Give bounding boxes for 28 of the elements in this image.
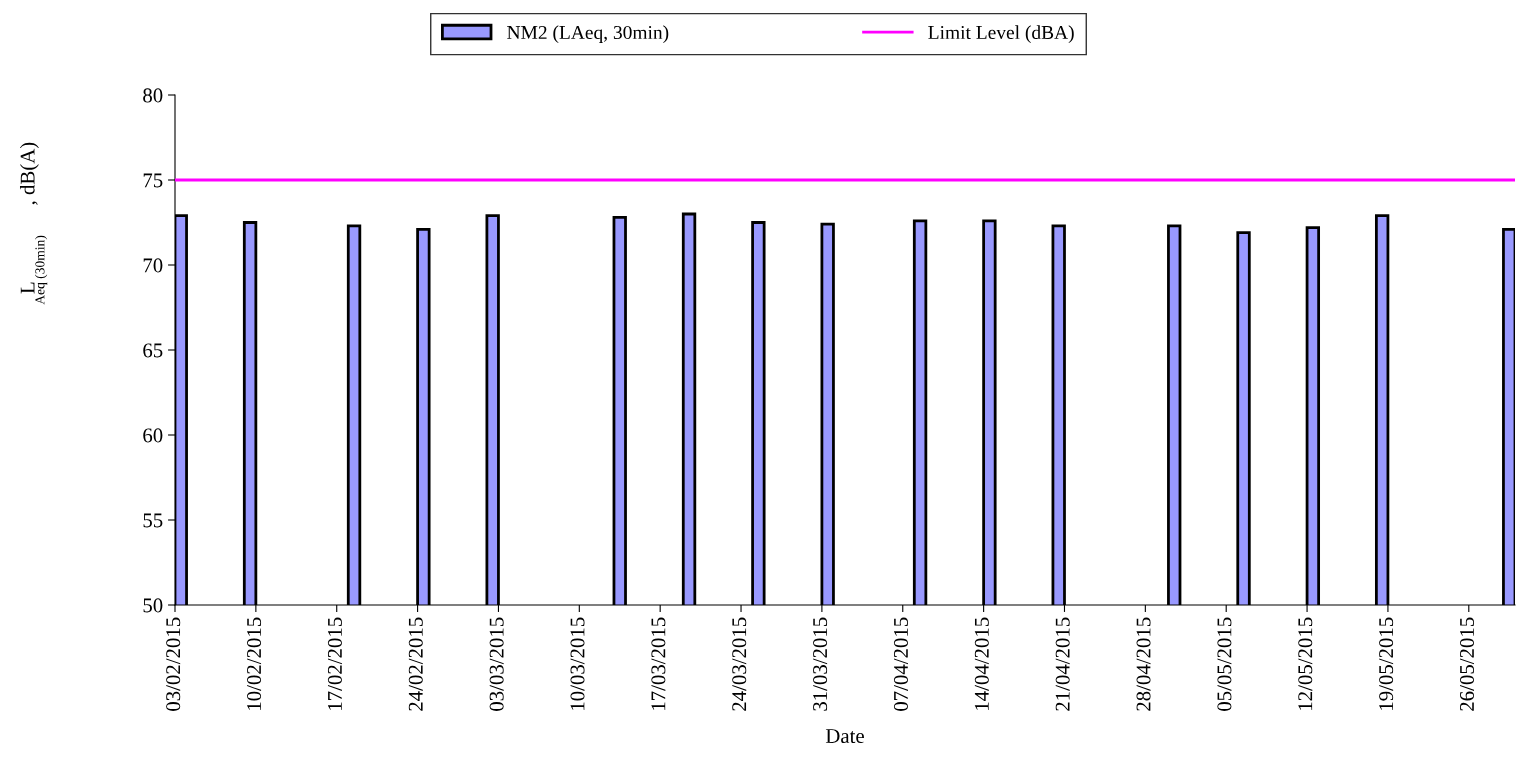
- x-tick-label: 14/04/2015: [974, 617, 989, 710]
- x-tick-label: 10/02/2015: [247, 617, 262, 710]
- x-tick-label: 26/05/2015: [1459, 617, 1475, 711]
- y-tick-label: 60: [143, 428, 163, 443]
- x-tick-label: 24/02/2015: [408, 617, 423, 711]
- y-tick-label: 75: [143, 173, 163, 188]
- text: LAeq (30min), dB(A): [20, 142, 48, 305]
- x-tick-label: 12/05/2015: [1298, 617, 1313, 710]
- x-tick-label: 21/04/2015: [1055, 617, 1070, 711]
- y-tick-label: 55: [143, 513, 163, 528]
- x-tick-label: 19/05/2015: [1379, 617, 1394, 710]
- x-tick-label: 07/04/2015: [893, 617, 908, 711]
- y-tick-label: 50: [143, 598, 163, 613]
- x-axis-title: Date: [825, 729, 864, 744]
- y-tick-label: 80: [143, 88, 163, 103]
- x-tick-label: 03/03/2015: [489, 617, 504, 711]
- x-tick-label: 31/03/2015: [813, 617, 828, 711]
- x-tick-label: 28/04/2015: [1136, 617, 1151, 711]
- legend-label: Limit Level (dBA): [928, 25, 1074, 43]
- y-tick-label: 70: [143, 258, 163, 273]
- x-tick-label: 03/02/2015: [166, 617, 181, 711]
- x-tick-label: 17/03/2015: [651, 617, 666, 710]
- y-tick-label: 65: [143, 343, 163, 358]
- legend-label: NM2 (LAeq, 30min): [507, 25, 669, 43]
- x-tick-label: 17/02/2015: [327, 617, 342, 710]
- x-tick-label: 24/03/2015: [732, 617, 747, 711]
- x-tick-label: 05/05/2015: [1217, 617, 1232, 711]
- x-tick-label: 10/03/2015: [570, 617, 585, 710]
